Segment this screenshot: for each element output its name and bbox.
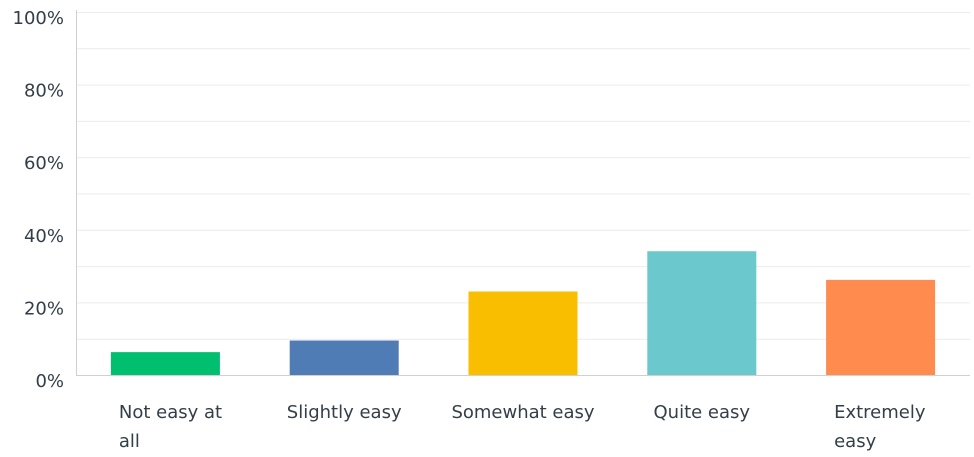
y-tick-label: 20% bbox=[24, 298, 64, 319]
bars bbox=[110, 251, 936, 375]
bar bbox=[647, 251, 757, 375]
y-tick-label: 0% bbox=[35, 371, 64, 392]
bar bbox=[110, 352, 220, 375]
x-tick-label: Slightly easy bbox=[287, 402, 402, 423]
x-tick-label: Somewhat easy bbox=[451, 402, 594, 423]
x-tick-label-line: Slightly easy bbox=[287, 402, 402, 423]
bar bbox=[468, 291, 578, 375]
y-tick-label: 80% bbox=[24, 81, 64, 102]
x-tick-label-line: Not easy at bbox=[119, 402, 222, 423]
y-axis-ticks: 0% 20% 40% 60% 80% 100% bbox=[13, 8, 64, 392]
x-tick-label: Quite easy bbox=[654, 402, 751, 423]
y-tick-label: 40% bbox=[24, 226, 64, 247]
x-axis-ticks: Not easy at all Slightly easy Somewhat easy… bbox=[119, 402, 926, 452]
gridlines bbox=[76, 12, 970, 340]
x-tick-label-line: all bbox=[119, 431, 140, 452]
x-tick-label-line: easy bbox=[834, 431, 876, 452]
x-tick-label: Not easy at all bbox=[119, 402, 222, 452]
y-tick-label: 60% bbox=[24, 153, 64, 174]
x-tick-label-line: Somewhat easy bbox=[451, 402, 594, 423]
axes bbox=[76, 10, 970, 376]
bar bbox=[826, 279, 936, 375]
y-tick-label: 100% bbox=[13, 8, 64, 29]
x-tick-label-line: Extremely bbox=[834, 402, 926, 423]
x-tick-label-line: Quite easy bbox=[654, 402, 751, 423]
x-tick-label: Extremely easy bbox=[834, 402, 926, 452]
bar bbox=[289, 340, 399, 375]
